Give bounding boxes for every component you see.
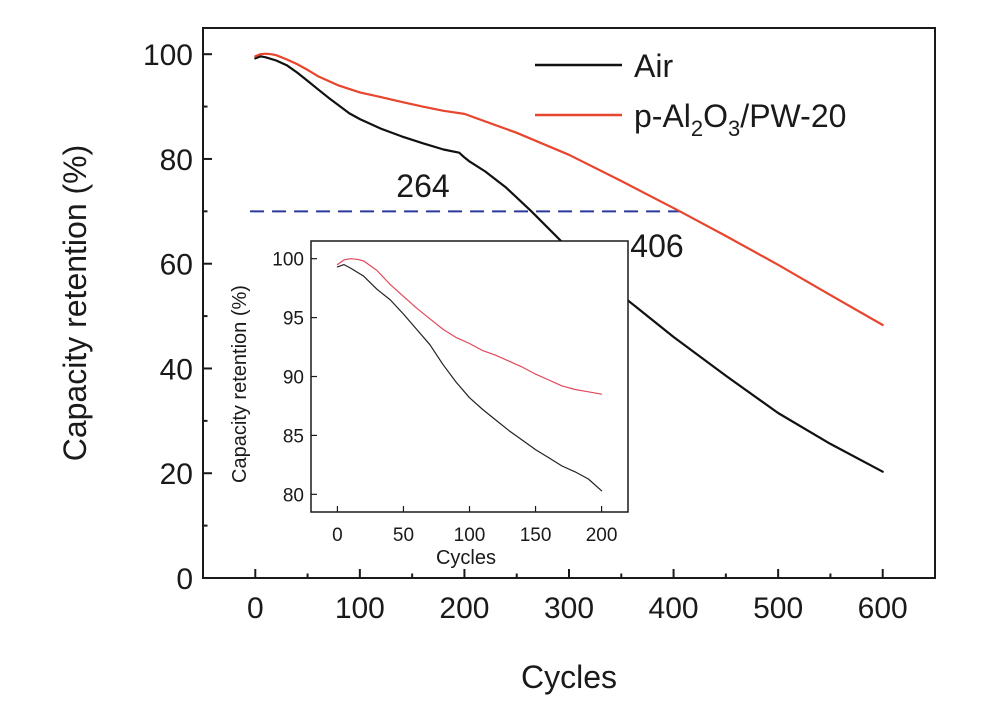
annotation-264: 264 xyxy=(396,168,449,204)
main-series-palumina-line xyxy=(254,52,884,327)
legend-label-palumina: p-Al2O3/PW-20 xyxy=(634,98,846,141)
main-y-axis-label: Capacity retention (%) xyxy=(57,145,93,462)
inset-y-tick-label: 80 xyxy=(283,485,304,506)
legend-label-air: Air xyxy=(634,48,673,84)
inset-x-tick-label: 50 xyxy=(393,525,414,546)
inset-plot: 0 50 100 150 200 80 85 90 95 100 Cycles Capacity … xyxy=(229,240,629,569)
main-series-air-line xyxy=(254,55,884,473)
main-x-axis-label: Cycles xyxy=(521,659,617,695)
inset-x-axis-label: Cycles xyxy=(436,547,496,569)
inset-x-tick-label: 200 xyxy=(586,525,618,546)
inset-series-air-line xyxy=(336,264,603,492)
inset-background xyxy=(311,241,628,512)
annotation-406: 406 xyxy=(630,228,683,264)
main-x-tick-label: 600 xyxy=(858,592,908,625)
inset-y-tick-label: 85 xyxy=(283,426,304,447)
legend: Air p-Al2O3/PW-20 xyxy=(535,48,846,141)
main-x-tick-label: 0 xyxy=(247,592,264,625)
legend-label-part: O xyxy=(703,98,728,134)
main-x-tick-label: 200 xyxy=(439,592,489,625)
main-x-tick-label: 100 xyxy=(335,592,385,625)
main-x-tick-label: 500 xyxy=(753,592,803,625)
main-y-tick-label: 60 xyxy=(160,249,193,282)
inset-x-tick-label: 100 xyxy=(454,525,486,546)
legend-label-part: p-Al xyxy=(634,98,691,134)
legend-label-subscript: 3 xyxy=(728,116,740,141)
inset-y-axis-label: Capacity retention (%) xyxy=(229,285,251,483)
legend-label-subscript: 2 xyxy=(691,116,703,141)
inset-x-tick-label: 150 xyxy=(520,525,552,546)
inset-y-tick-label: 90 xyxy=(283,368,304,389)
main-y-tick-label: 20 xyxy=(160,458,193,491)
legend-label-part: /PW-20 xyxy=(740,98,846,134)
main-y-tick-label: 100 xyxy=(143,39,193,72)
main-x-tick-label: 300 xyxy=(544,592,594,625)
inset-x-tick-label: 0 xyxy=(332,525,343,546)
inset-series-palumina-line xyxy=(336,258,603,395)
inset-y-tick-label: 100 xyxy=(272,250,304,271)
main-x-tick-label: 400 xyxy=(649,592,699,625)
inset-y-tick-label: 95 xyxy=(283,309,304,330)
main-y-tick-label: 40 xyxy=(160,353,193,386)
main-y-tick-label: 0 xyxy=(176,563,193,596)
main-y-tick-label: 80 xyxy=(160,144,193,177)
